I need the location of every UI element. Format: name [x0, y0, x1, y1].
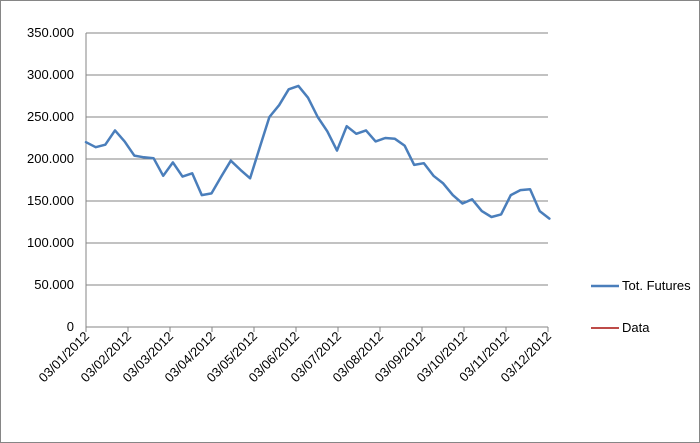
y-tick-label: 50.000 — [34, 277, 74, 292]
y-axis-tick-labels: 0 50.000 100.000 150.000 200.000 250.000 300.0… — [27, 25, 74, 334]
y-tick-label: 350.000 — [27, 25, 74, 40]
y-tick-label: 0 — [67, 319, 74, 334]
y-tick-label: 200.000 — [27, 151, 74, 166]
legend-label: Tot. Futures — [622, 278, 691, 293]
x-axis-tick-labels: 03/01/201203/02/201203/03/201203/04/2012… — [35, 329, 554, 386]
legend-label: Data — [622, 320, 650, 335]
axes — [85, 33, 549, 332]
y-tick-label: 250.000 — [27, 109, 74, 124]
y-tick-label: 100.000 — [27, 235, 74, 250]
y-tick-label: 300.000 — [27, 67, 74, 82]
series-line-0 — [84, 84, 551, 220]
series-layer — [84, 84, 551, 220]
y-tick-label: 150.000 — [27, 193, 74, 208]
legend: Tot. Futures Data — [591, 278, 691, 335]
